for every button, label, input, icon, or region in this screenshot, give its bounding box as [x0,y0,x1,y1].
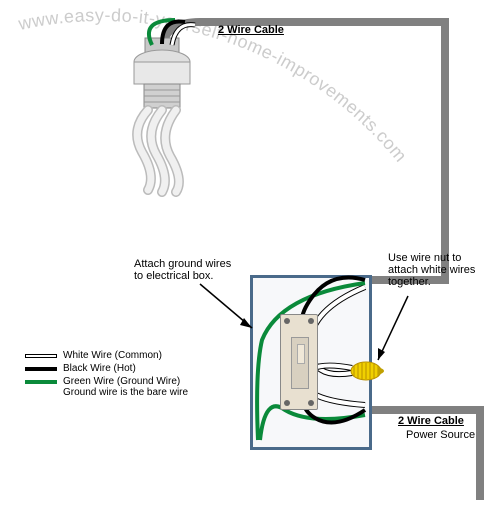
legend-black: Black Wire (Hot) [25,363,188,374]
arrow-wirenut [0,0,500,523]
legend-green: Green Wire (Ground Wire) [25,376,188,387]
legend-green-sub: Ground wire is the bare wire [25,387,188,398]
legend-black-label: Black Wire (Hot) [63,363,136,374]
legend-green-label: Green Wire (Ground Wire) [63,376,180,387]
legend-white: White Wire (Common) [25,350,188,361]
legend-green-sublabel: Ground wire is the bare wire [63,387,188,398]
legend-white-label: White Wire (Common) [63,350,162,361]
legend: White Wire (Common) Black Wire (Hot) Gre… [25,350,188,400]
